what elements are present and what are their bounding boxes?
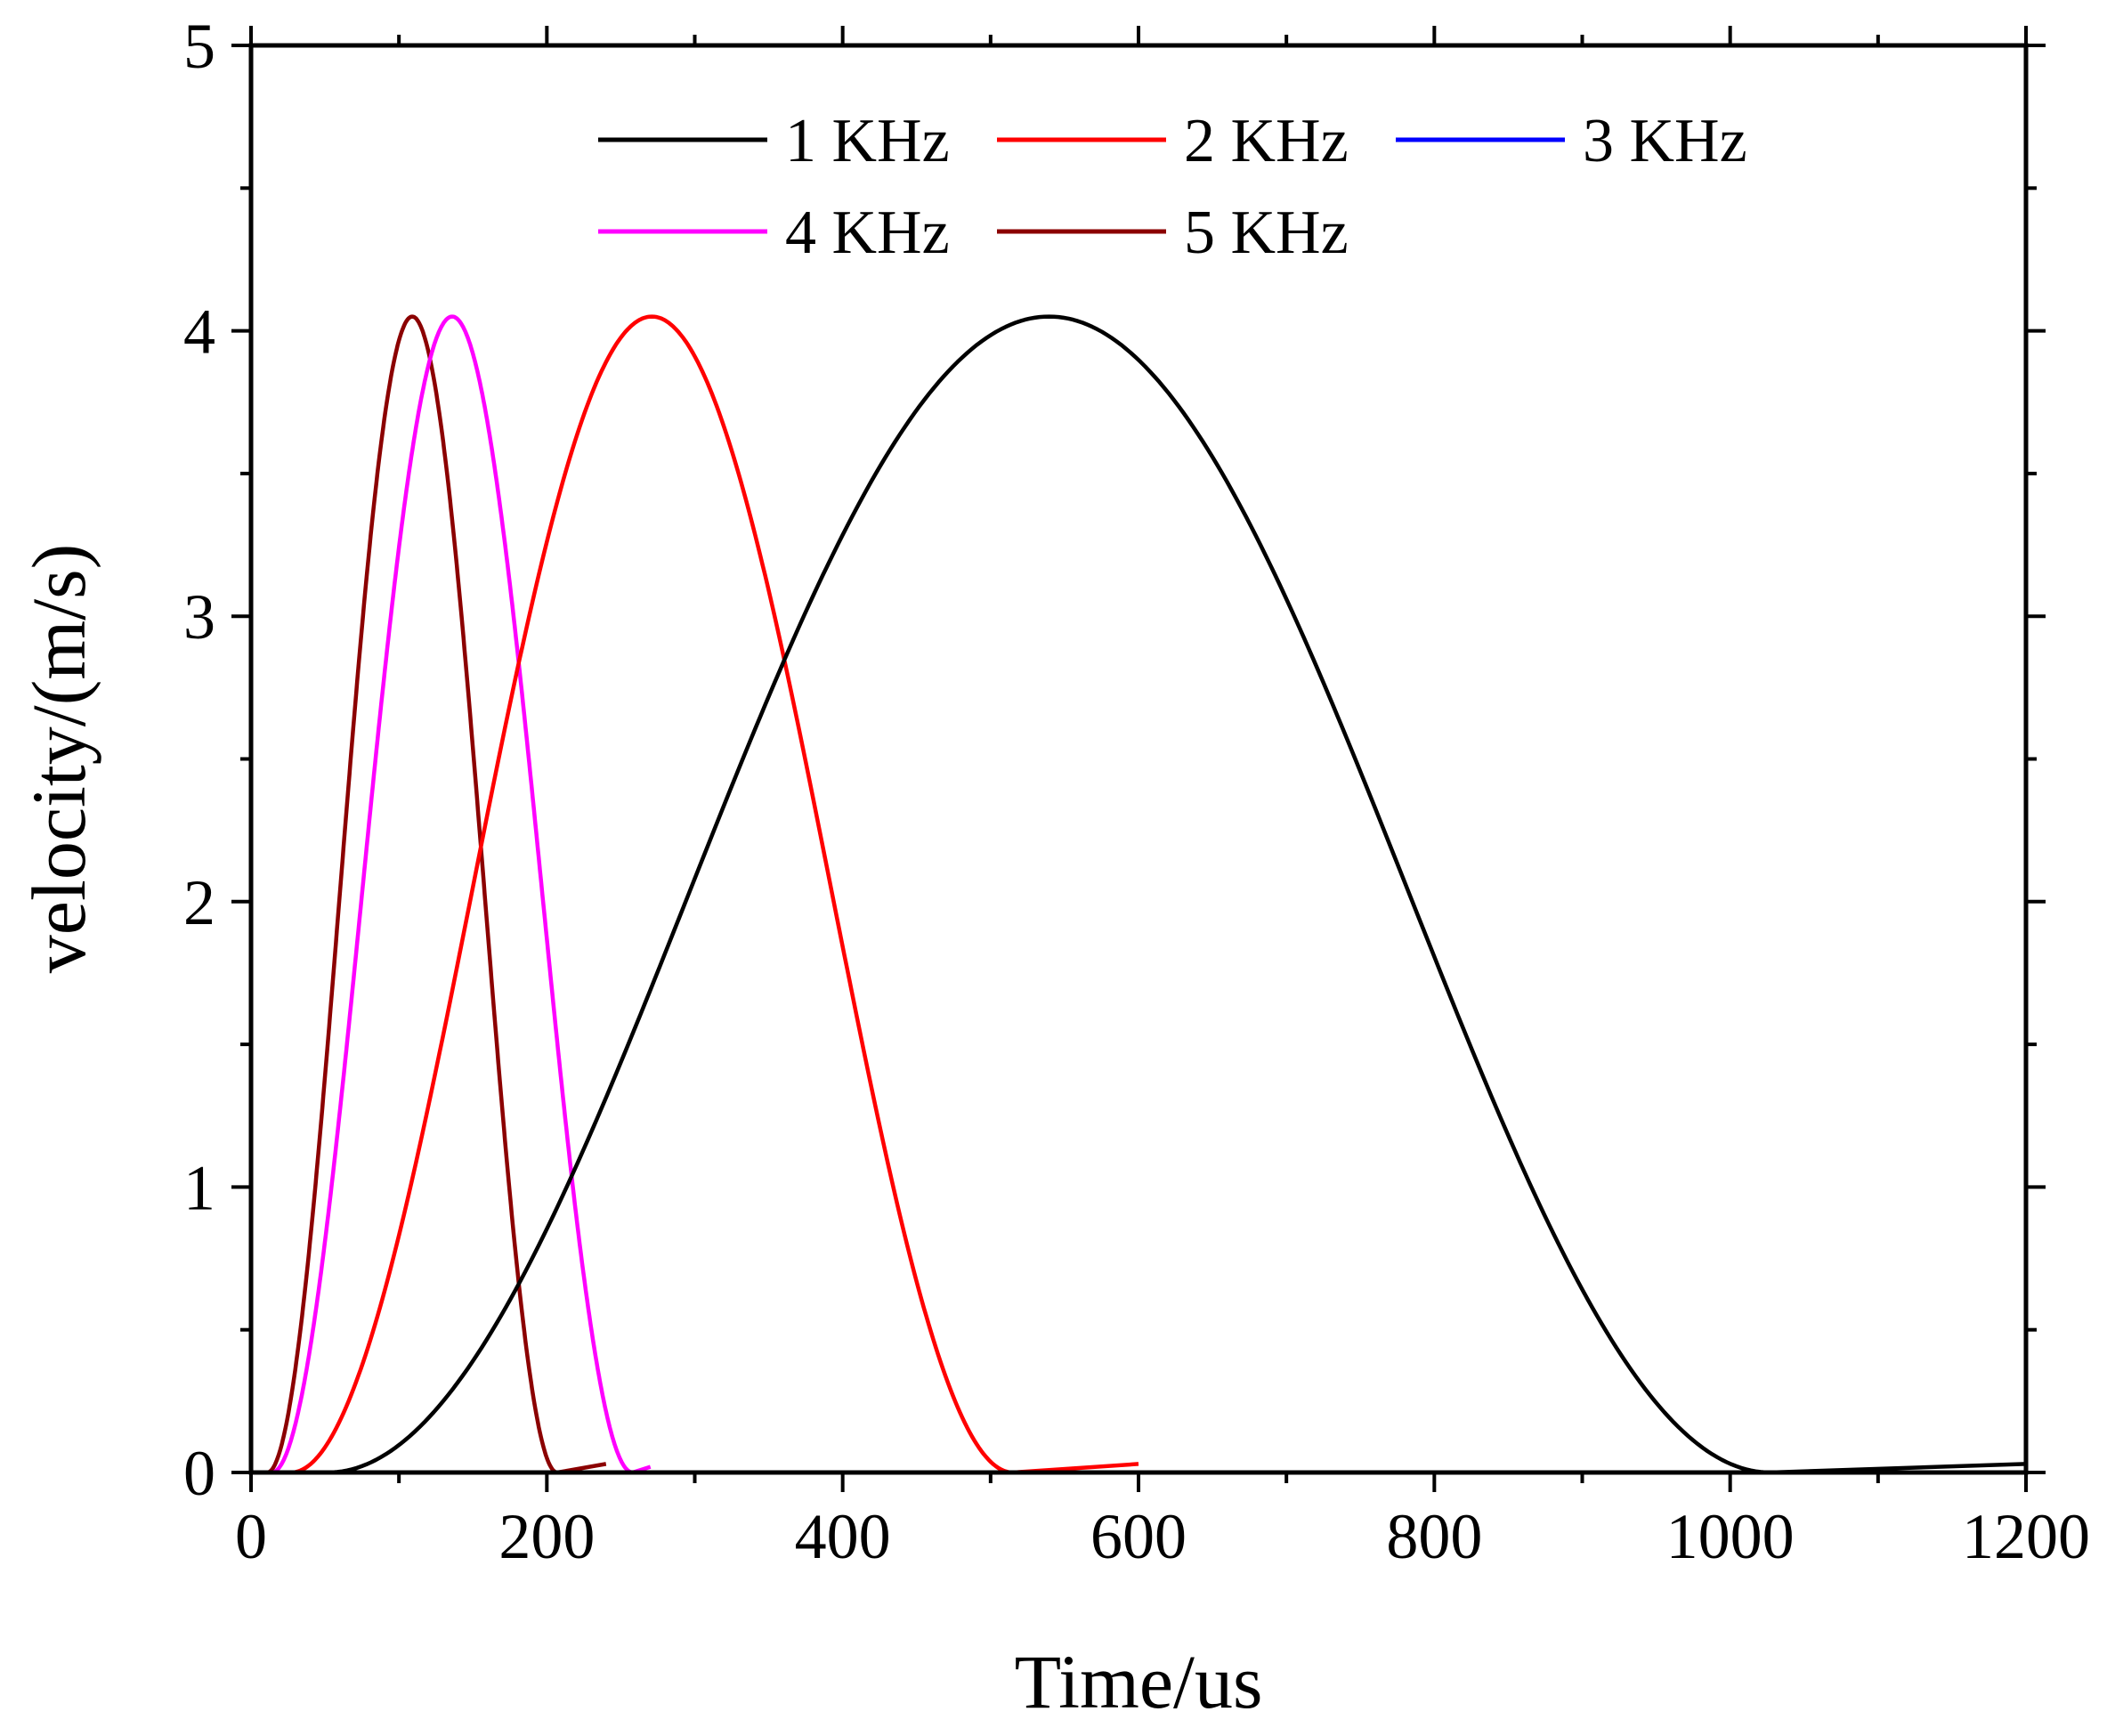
legend-label-4: 4 KHz [785,199,950,267]
y-axis-title: velocity/(m/s) [16,544,101,973]
legend-label-1: 1 KHz [785,107,950,175]
legend: 1 KHz 2 KHz 3 KHz 4 KHz 5 KHz [598,107,1747,267]
x-tick-label: 1200 [1962,1501,2090,1572]
y-tick-label: 1 [183,1152,215,1223]
y-tick-label: 4 [183,296,215,368]
series-line-5 [251,314,607,1475]
x-tick-label: 600 [1090,1501,1187,1572]
series-line-2 [251,314,1139,1475]
axis-tick-labels: 0 200 400 600 800 1000 1200 0 1 2 3 4 5 [183,11,2090,1572]
legend-label-5: 5 KHz [1184,199,1349,267]
x-tick-label: 1000 [1666,1501,1795,1572]
legend-label-2: 2 KHz [1184,107,1349,175]
y-tick-label: 0 [183,1438,215,1509]
y-tick-label: 3 [183,581,215,653]
x-axis-title: Time/us [1015,1639,1263,1724]
y-tick-label: 5 [183,11,215,82]
y-tick-label: 2 [183,867,215,938]
x-tick-label: 200 [498,1501,595,1572]
x-tick-label: 0 [235,1501,267,1572]
axis-ticks [231,26,2046,1492]
legend-label-3: 3 KHz [1583,107,1747,175]
series-line-4 [251,314,652,1475]
x-tick-label: 800 [1386,1501,1482,1572]
series-line-1 [251,314,2027,1475]
series-lines [251,314,2027,1475]
x-tick-label: 400 [795,1501,891,1572]
